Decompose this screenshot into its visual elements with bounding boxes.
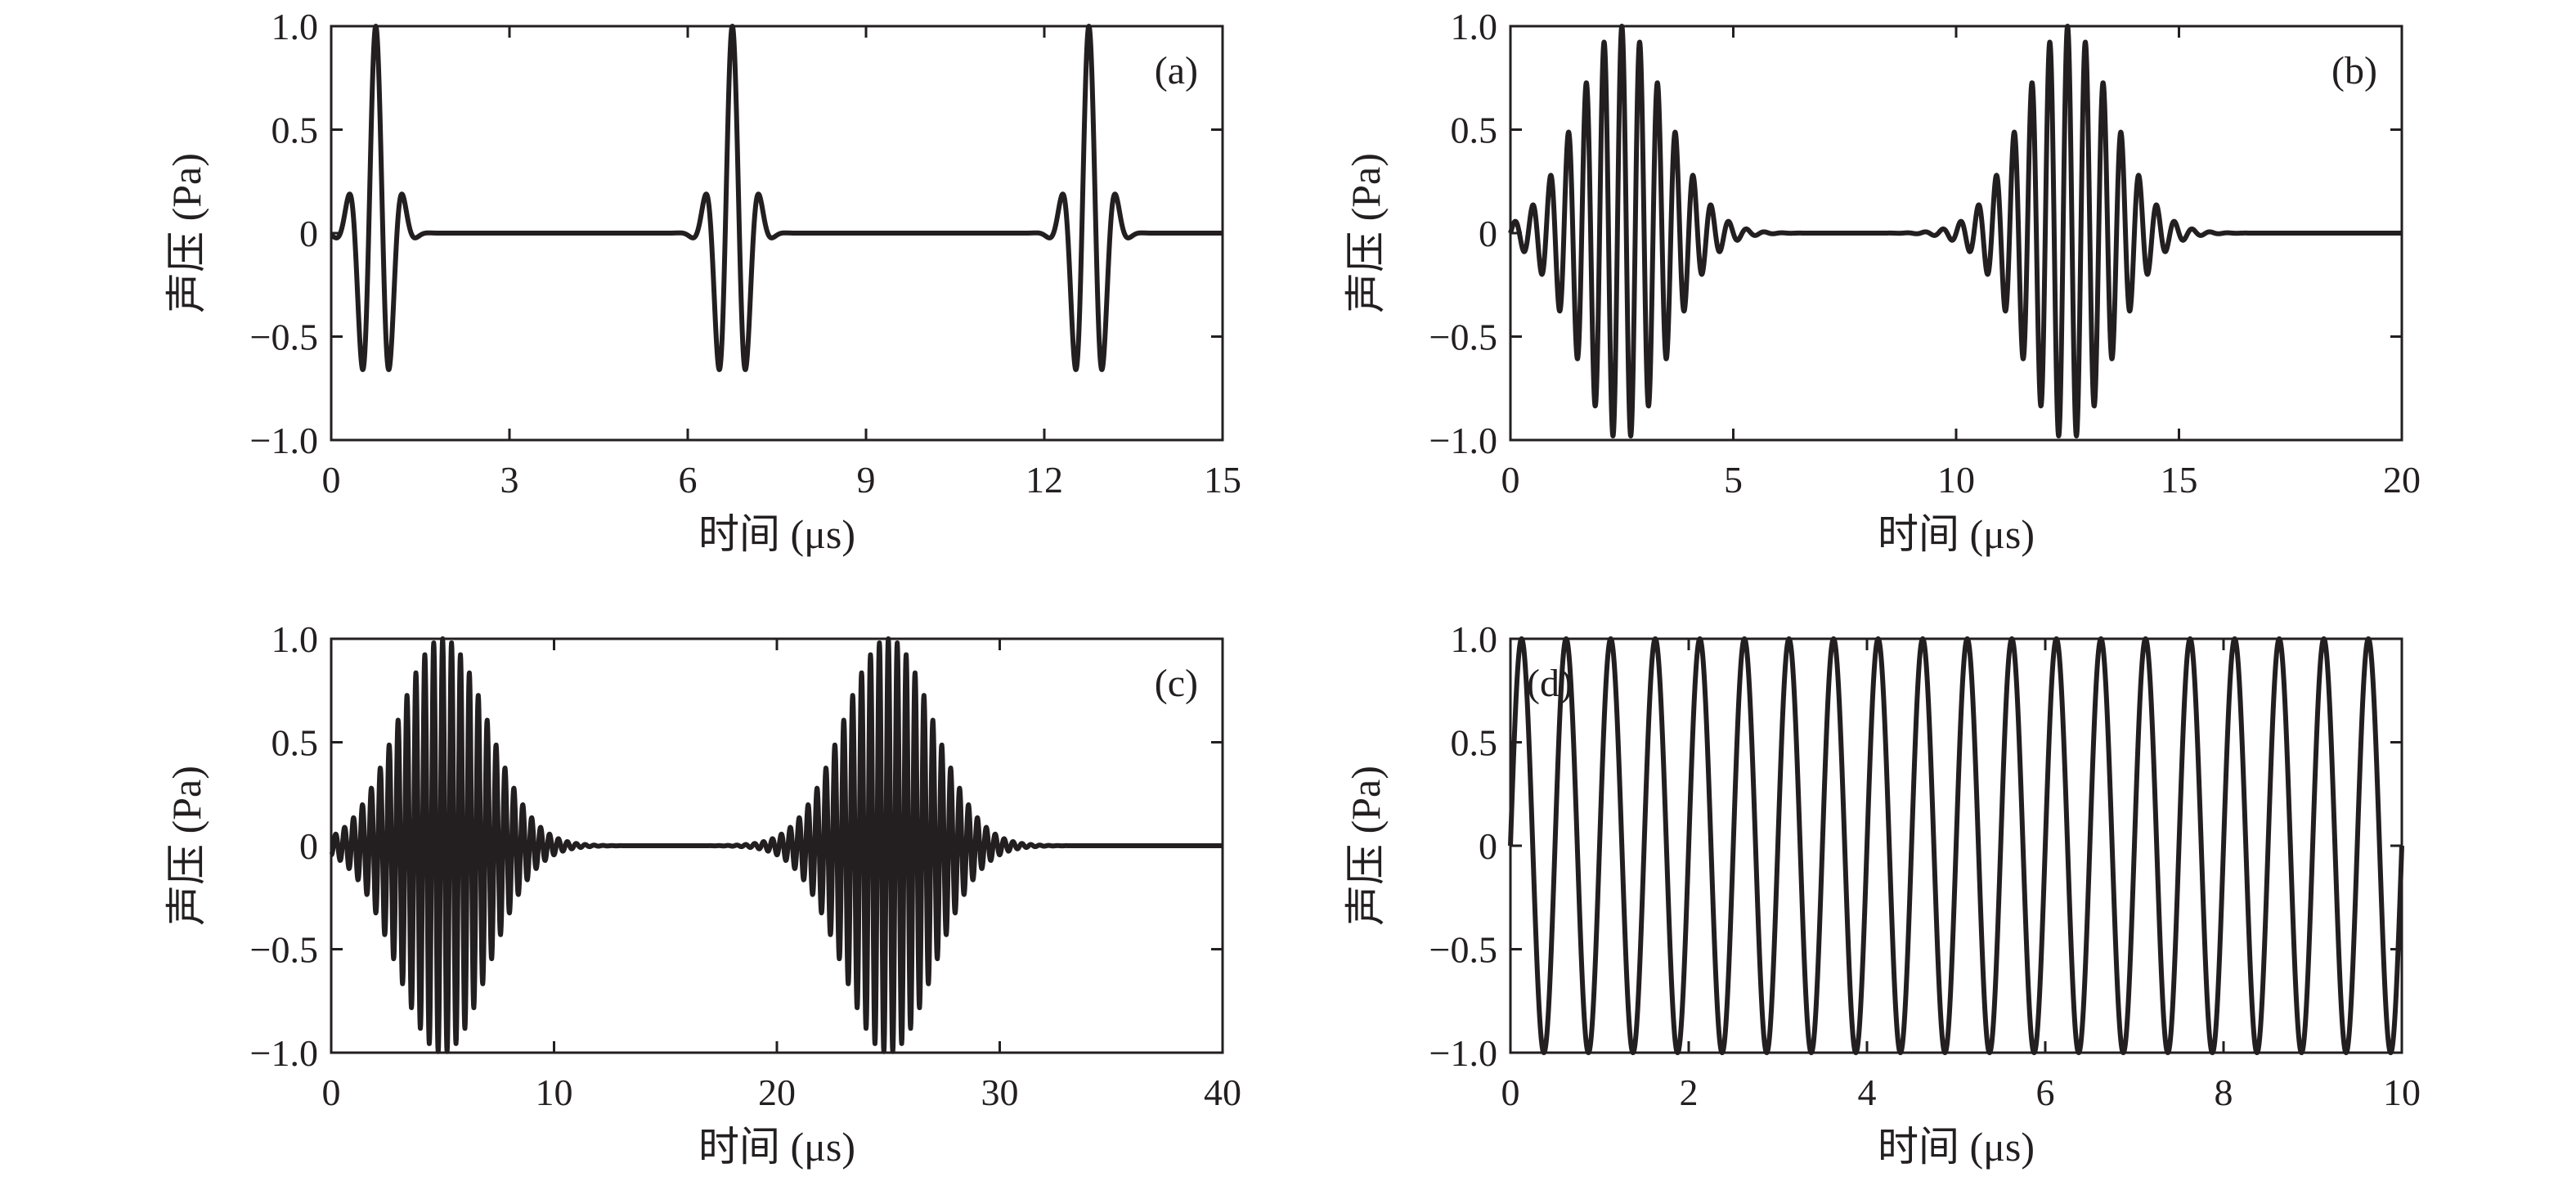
panel-label-c: (c)	[1155, 662, 1198, 705]
x-axis-title: 时间 (μs)	[1878, 1124, 2035, 1170]
x-tick-label: 2	[1680, 1071, 1699, 1113]
y-axis-title: 声压 (Pa)	[1343, 766, 1389, 926]
x-tick-label: 9	[857, 459, 876, 501]
y-tick-label: 0.5	[1451, 110, 1498, 151]
y-tick-label: −1.0	[250, 1032, 318, 1074]
series-line-c	[329, 636, 1225, 1054]
series-line-d	[1508, 636, 2404, 1055]
panel-label-d: (d)	[1527, 662, 1573, 705]
y-tick-label: 0.5	[1451, 722, 1498, 764]
y-axis-title: 声压 (Pa)	[164, 766, 209, 926]
x-tick-label: 30	[981, 1071, 1019, 1113]
y-tick-label: 0	[299, 825, 318, 867]
x-tick-label: 20	[2383, 459, 2421, 501]
series-line-b	[1508, 24, 2404, 438]
panel-a: 0 3 6 9 12 15 1.0 0.5 0 −0.5 −1.0 时间 (μs) 声压 (Pa) (a)	[164, 6, 1241, 557]
panel-b: 0 5 10 15 20 1.0 0.5 0 −0.5 −1.0 时间 (μs) 声压 (Pa) (b)	[1343, 6, 2421, 557]
y-tick-label: −0.5	[1429, 317, 1497, 358]
x-axis-title: 时间 (μs)	[698, 1124, 855, 1170]
panel-d: 0 2 4 6 8 10 1.0 0.5 0 −0.5 −1.0 时间 (μs) 声压 (Pa) (d)	[1343, 618, 2421, 1170]
y-axis-title: 声压 (Pa)	[164, 153, 209, 313]
x-tick-label: 20	[758, 1071, 796, 1113]
y-tick-label: 0.5	[272, 110, 319, 151]
x-tick-label: 12	[1025, 459, 1063, 501]
y-tick-label: −1.0	[1429, 420, 1497, 461]
y-tick-label: −0.5	[250, 317, 318, 358]
x-tick-label: 8	[2215, 1071, 2233, 1113]
y-tick-label: 0.5	[272, 722, 319, 764]
x-tick-label: 40	[1204, 1071, 1241, 1113]
y-tick-label: 0	[1479, 213, 1497, 254]
y-tick-label: 1.0	[272, 618, 319, 660]
series-line-a	[329, 24, 1225, 372]
y-tick-label: 0	[299, 213, 318, 254]
x-axis-title: 时间 (μs)	[698, 511, 855, 557]
x-tick-label: 0	[322, 1071, 341, 1113]
y-tick-label: −0.5	[250, 929, 318, 971]
y-tick-label: −1.0	[250, 420, 318, 461]
y-tick-label: −0.5	[1429, 929, 1497, 971]
y-tick-label: 0	[1479, 825, 1497, 867]
x-tick-label: 0	[1501, 1071, 1520, 1113]
panel-c: 0 10 20 30 40 1.0 0.5 0 −0.5 −1.0 时间 (μs) 声压 (Pa) (c…	[164, 618, 1241, 1170]
x-tick-label: 3	[500, 459, 519, 501]
y-tick-label: 1.0	[1451, 6, 1498, 47]
x-tick-label: 6	[2036, 1071, 2055, 1113]
x-tick-label: 6	[679, 459, 698, 501]
y-axis-title: 声压 (Pa)	[1343, 153, 1389, 313]
x-tick-label: 10	[536, 1071, 573, 1113]
x-tick-label: 5	[1724, 459, 1743, 501]
x-tick-label: 0	[322, 459, 341, 501]
x-tick-label: 15	[2161, 459, 2198, 501]
y-tick-label: 1.0	[272, 6, 319, 47]
x-axis-title: 时间 (μs)	[1878, 511, 2035, 557]
x-tick-label: 0	[1501, 459, 1520, 501]
y-tick-label: −1.0	[1429, 1032, 1497, 1074]
panel-label-b: (b)	[2331, 49, 2377, 92]
panel-label-a: (a)	[1155, 49, 1198, 92]
x-tick-label: 10	[2383, 1071, 2421, 1113]
x-tick-label: 4	[1858, 1071, 1877, 1113]
y-tick-label: 1.0	[1451, 618, 1498, 660]
x-tick-label: 10	[1937, 459, 1975, 501]
x-tick-label: 15	[1204, 459, 1241, 501]
